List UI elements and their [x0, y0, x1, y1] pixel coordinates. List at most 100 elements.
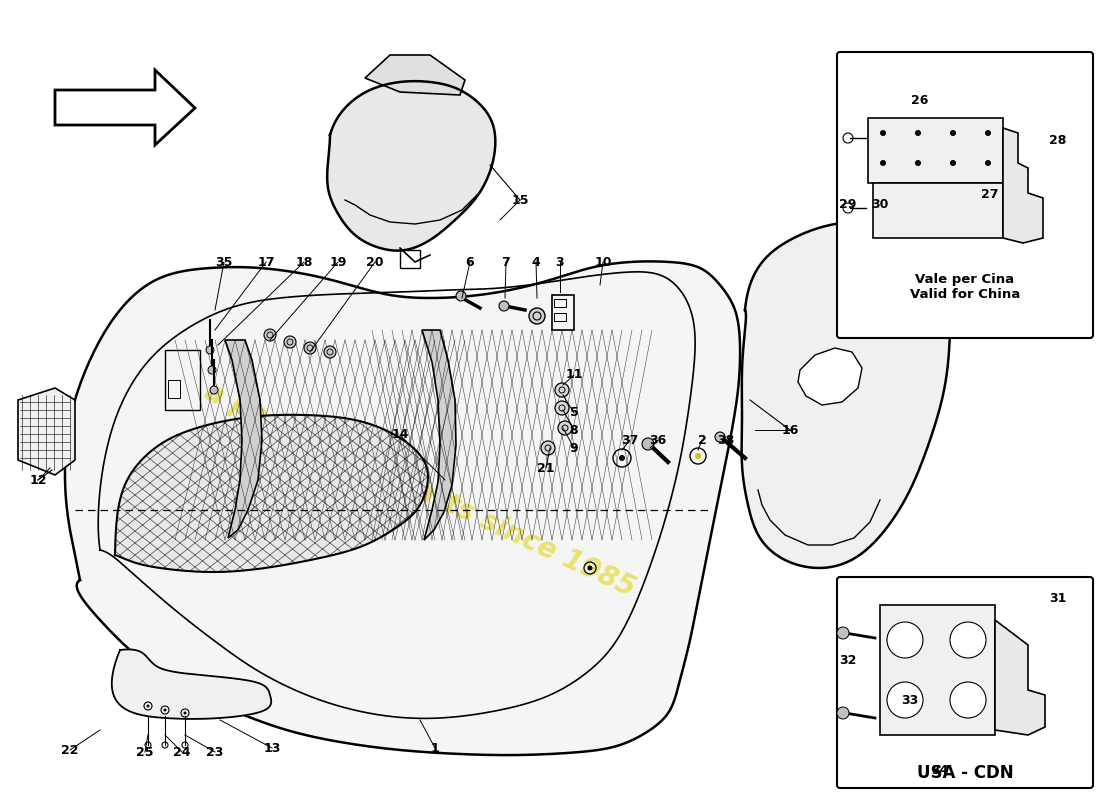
Text: 33: 33	[901, 694, 918, 706]
Text: 7: 7	[502, 255, 510, 269]
Circle shape	[499, 301, 509, 311]
Polygon shape	[65, 262, 740, 755]
Circle shape	[164, 709, 166, 711]
Text: 35: 35	[216, 255, 233, 269]
Circle shape	[642, 438, 654, 450]
Text: 1: 1	[430, 742, 439, 754]
Text: 20: 20	[366, 255, 384, 269]
Text: 32: 32	[839, 654, 857, 666]
Text: 14: 14	[392, 429, 409, 442]
Bar	[165, 350, 200, 410]
Text: 30: 30	[871, 198, 889, 211]
Polygon shape	[741, 220, 950, 568]
Circle shape	[950, 130, 956, 136]
Text: 4: 4	[531, 255, 540, 269]
Circle shape	[984, 130, 991, 136]
Polygon shape	[18, 388, 75, 475]
Circle shape	[541, 441, 556, 455]
Circle shape	[984, 160, 991, 166]
Text: 13: 13	[263, 742, 280, 754]
Circle shape	[915, 130, 921, 136]
Circle shape	[695, 453, 701, 459]
Circle shape	[950, 160, 956, 166]
Text: 18: 18	[295, 255, 312, 269]
Circle shape	[184, 711, 187, 714]
Text: 27: 27	[981, 189, 999, 202]
Text: 12: 12	[30, 474, 46, 486]
Text: 23: 23	[207, 746, 223, 758]
Polygon shape	[1003, 128, 1043, 243]
Circle shape	[915, 160, 921, 166]
Text: 21: 21	[537, 462, 554, 474]
FancyBboxPatch shape	[837, 52, 1093, 338]
Circle shape	[587, 566, 593, 570]
Circle shape	[456, 291, 466, 301]
Circle shape	[887, 682, 923, 718]
Bar	[554, 299, 566, 307]
Circle shape	[950, 682, 986, 718]
Text: 22: 22	[62, 743, 79, 757]
Text: 37: 37	[621, 434, 639, 446]
Text: a passion for parts since 1985: a passion for parts since 1985	[200, 378, 640, 602]
Circle shape	[619, 455, 625, 461]
Bar	[554, 313, 566, 321]
Bar	[880, 605, 996, 735]
Text: 2: 2	[697, 434, 706, 446]
Text: 31: 31	[1049, 591, 1067, 605]
Circle shape	[837, 707, 849, 719]
Circle shape	[304, 342, 316, 354]
Bar	[552, 295, 574, 330]
Circle shape	[880, 160, 886, 166]
Text: 15: 15	[512, 194, 529, 206]
Bar	[168, 380, 180, 398]
Text: 36: 36	[649, 434, 667, 446]
Text: 8: 8	[570, 423, 579, 437]
Circle shape	[264, 329, 276, 341]
Text: 17: 17	[257, 255, 275, 269]
Text: USA - CDN: USA - CDN	[916, 764, 1013, 782]
Text: 24: 24	[174, 746, 190, 758]
Circle shape	[880, 130, 886, 136]
Bar	[400, 250, 420, 268]
Circle shape	[950, 622, 986, 658]
Polygon shape	[55, 70, 195, 145]
Text: 26: 26	[911, 94, 928, 106]
Circle shape	[529, 308, 544, 324]
Polygon shape	[116, 414, 428, 572]
Polygon shape	[422, 330, 456, 540]
Circle shape	[208, 366, 216, 374]
Text: 10: 10	[594, 255, 612, 269]
Text: 19: 19	[329, 255, 346, 269]
Text: 3: 3	[556, 255, 564, 269]
Text: 5: 5	[570, 406, 579, 419]
Text: 25: 25	[136, 746, 154, 758]
Polygon shape	[996, 620, 1045, 735]
Circle shape	[284, 336, 296, 348]
Circle shape	[206, 346, 214, 354]
Polygon shape	[327, 81, 495, 250]
Polygon shape	[798, 348, 862, 405]
Bar	[873, 183, 1003, 238]
Circle shape	[715, 432, 725, 442]
Bar	[868, 118, 1003, 183]
Polygon shape	[365, 55, 465, 95]
Text: 34: 34	[932, 763, 948, 777]
Text: 11: 11	[565, 369, 583, 382]
Circle shape	[837, 627, 849, 639]
Text: 6: 6	[465, 255, 474, 269]
FancyBboxPatch shape	[837, 577, 1093, 788]
Circle shape	[556, 383, 569, 397]
Polygon shape	[112, 650, 272, 719]
Circle shape	[324, 346, 336, 358]
Circle shape	[210, 386, 218, 394]
Text: 16: 16	[781, 423, 799, 437]
Circle shape	[146, 705, 150, 707]
Circle shape	[558, 421, 572, 435]
Polygon shape	[226, 340, 262, 538]
Text: 29: 29	[839, 198, 857, 211]
Text: 28: 28	[1049, 134, 1067, 146]
Text: 38: 38	[717, 434, 735, 446]
Circle shape	[556, 401, 569, 415]
Text: 9: 9	[570, 442, 579, 454]
Circle shape	[887, 622, 923, 658]
